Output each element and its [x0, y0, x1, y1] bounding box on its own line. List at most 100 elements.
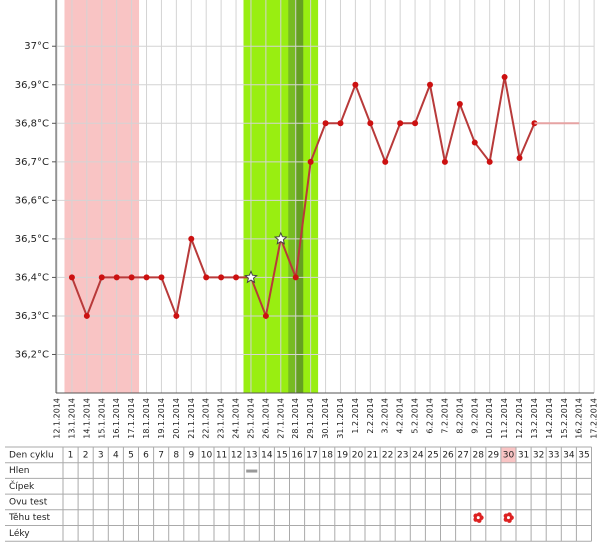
test-icon — [506, 516, 510, 520]
x-tick-label: 4.2.2014 — [396, 398, 405, 434]
x-tick-label: 23.1.2014 — [217, 398, 226, 439]
day-number: 27 — [457, 450, 468, 460]
day-number: 4 — [113, 450, 119, 460]
day-number: 17 — [306, 450, 317, 460]
row-label: Ovu test — [9, 497, 48, 507]
row-label: Hlen — [9, 466, 30, 476]
point — [397, 120, 404, 127]
point — [128, 274, 135, 281]
day-number: 18 — [322, 450, 334, 460]
x-tick-label: 14.1.2014 — [82, 398, 91, 439]
x-tick-label: 30.1.2014 — [321, 398, 330, 439]
ovulation-stripe — [295, 0, 304, 393]
y-tick-label: 36,4°C — [15, 272, 49, 283]
x-tick-label: 22.1.2014 — [202, 398, 211, 439]
y-tick-label: 36,5°C — [15, 234, 49, 245]
point — [203, 274, 210, 281]
day-number: 24 — [412, 450, 424, 460]
x-tick-label: 29.1.2014 — [306, 398, 315, 439]
y-tick-label: 36,3°C — [15, 311, 49, 322]
point — [233, 274, 240, 281]
point — [292, 274, 299, 281]
test-icon — [506, 512, 512, 518]
day-number: 6 — [143, 450, 149, 460]
x-tick-label: 13.1.2014 — [67, 398, 76, 439]
test-icon — [476, 512, 482, 518]
day-number: 22 — [382, 450, 393, 460]
point — [352, 81, 359, 88]
row-label: Den cyklu — [9, 450, 54, 460]
day-number: 7 — [158, 450, 164, 460]
y-tick-label: 36,8°C — [15, 118, 49, 129]
point — [412, 120, 419, 127]
point — [262, 312, 269, 319]
day-number: 12 — [231, 450, 242, 460]
day-number: 2 — [83, 450, 89, 460]
row-label: Léky — [9, 528, 30, 539]
point — [68, 274, 75, 281]
x-tick-label: 17.1.2014 — [127, 398, 136, 439]
point — [486, 158, 493, 165]
x-tick-label: 15.2.2014 — [560, 398, 569, 439]
test-icon — [476, 516, 480, 520]
day-number: 11 — [216, 450, 227, 460]
point — [218, 274, 225, 281]
point — [307, 158, 314, 165]
day-number: 1 — [68, 450, 74, 460]
day-number: 13 — [246, 450, 257, 460]
day-number: 20 — [352, 450, 364, 460]
day-number: 30 — [503, 450, 515, 460]
point — [382, 158, 389, 165]
x-tick-label: 13.2.2014 — [530, 398, 539, 439]
x-tick-label: 2.2.2014 — [366, 398, 375, 434]
mucus-mark — [246, 469, 258, 473]
point — [83, 312, 90, 319]
point — [188, 235, 195, 242]
point — [471, 139, 478, 146]
point — [337, 120, 344, 127]
x-tick-label: 11.2.2014 — [500, 398, 509, 439]
row-label: Těhu test — [8, 513, 51, 523]
day-number: 16 — [291, 450, 303, 460]
point — [98, 274, 105, 281]
day-number: 34 — [563, 450, 575, 460]
x-tick-label: 19.1.2014 — [157, 398, 166, 439]
x-tick-label: 16.1.2014 — [112, 398, 121, 439]
x-tick-label: 15.1.2014 — [97, 398, 106, 439]
day-number: 29 — [488, 450, 500, 460]
day-number: 31 — [518, 450, 529, 460]
x-tick-label: 10.2.2014 — [485, 398, 494, 439]
x-tick-label: 7.2.2014 — [440, 398, 449, 434]
x-tick-label: 12.1.2014 — [53, 398, 62, 439]
point — [501, 74, 508, 81]
x-tick-label: 1.2.2014 — [351, 398, 360, 434]
y-tick-label: 36,9°C — [15, 80, 49, 91]
x-tick-label: 31.1.2014 — [336, 398, 345, 439]
day-number: 5 — [128, 450, 134, 460]
point — [113, 274, 120, 281]
day-number: 3 — [98, 450, 104, 460]
day-number: 15 — [276, 450, 287, 460]
y-tick-label: 37°C — [24, 41, 49, 52]
star-marker — [273, 231, 288, 245]
day-number: 8 — [173, 450, 179, 460]
point — [456, 101, 463, 108]
point — [367, 120, 374, 127]
point — [173, 312, 180, 319]
point — [322, 120, 329, 127]
x-tick-label: 20.1.2014 — [172, 398, 181, 439]
x-tick-label: 3.2.2014 — [381, 398, 390, 434]
x-tick-label: 18.1.2014 — [142, 398, 151, 439]
point — [516, 154, 523, 161]
day-number: 35 — [578, 450, 589, 460]
x-tick-label: 21.1.2014 — [187, 398, 196, 439]
day-number: 14 — [261, 450, 273, 460]
day-number: 32 — [533, 450, 544, 460]
y-tick-label: 36,2°C — [15, 349, 49, 360]
x-tick-label: 17.2.2014 — [590, 398, 599, 439]
x-tick-label: 8.2.2014 — [455, 398, 464, 434]
day-number: 19 — [337, 450, 349, 460]
x-tick-label: 27.1.2014 — [276, 398, 285, 439]
point — [143, 274, 150, 281]
